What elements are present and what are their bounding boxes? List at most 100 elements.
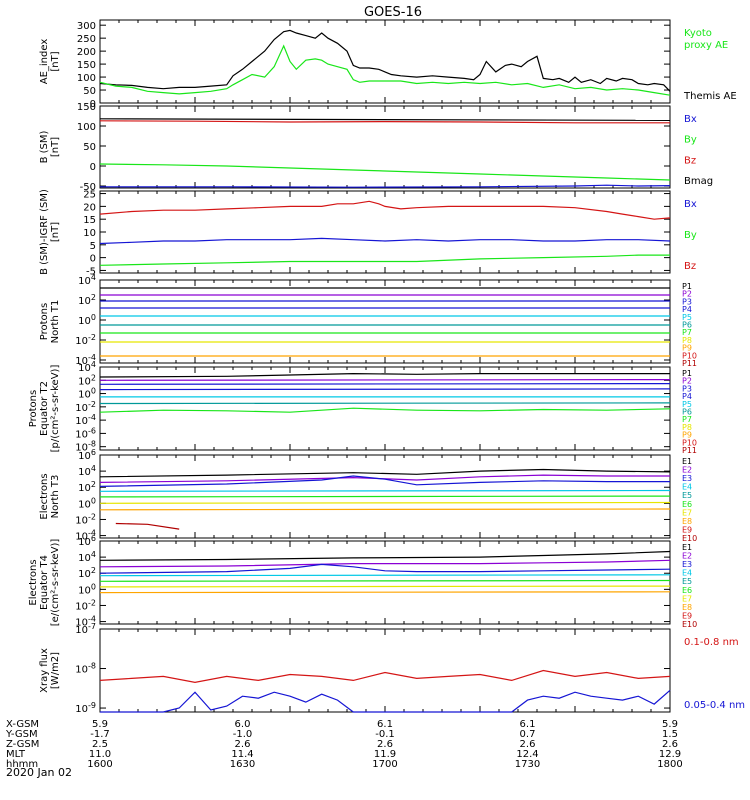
y-tick-label: 100: [78, 582, 96, 596]
series-line-e2: [99, 474, 670, 483]
legend-item: E2: [682, 552, 692, 561]
legend-item: P7: [682, 328, 692, 337]
legend-item: E8: [682, 517, 692, 526]
ephemeris-label: MLT: [6, 749, 26, 760]
y-tick-label: 106: [78, 534, 96, 548]
series-line-e6: [99, 501, 671, 504]
legend-item: E1: [682, 457, 692, 466]
ephemeris-value: 2.6: [520, 739, 536, 750]
legend-item: 0.1-0.8 nm: [684, 637, 739, 648]
legend-item: proxy AE: [684, 40, 728, 51]
y-axis-label: Protons: [39, 303, 50, 340]
series-line-e4: [99, 489, 671, 492]
legend-item: P9: [682, 344, 692, 353]
date-label: 2020 Jan 02: [6, 766, 72, 779]
ephemeris-value: 12.9: [659, 749, 681, 760]
y-tick-label: 10-6: [75, 426, 96, 440]
ephemeris-value: 12.4: [516, 749, 538, 760]
series-line-by: [99, 163, 671, 181]
ephemeris-value: 1600: [87, 759, 112, 770]
y-tick-label: 25: [83, 190, 96, 201]
series-line-0-05-0-4-nm: [100, 689, 671, 713]
y-tick-label: 102: [78, 293, 96, 307]
y-axis-label: North T3: [50, 475, 61, 519]
ephemeris-value: 6.0: [235, 719, 251, 730]
legend-item: E9: [682, 611, 692, 620]
legend-item: P9: [682, 431, 692, 440]
panel-frame: [99, 628, 671, 713]
y-tick-label: 10-7: [75, 622, 96, 636]
y-tick-label: 100: [78, 496, 96, 510]
y-axis-label: Equator T4: [39, 555, 50, 610]
y-axis-label: B (SM): [39, 130, 50, 163]
legend-item: E2: [682, 466, 692, 475]
panel-frame: [99, 279, 671, 364]
legend-item: Bx: [684, 114, 697, 125]
y-axis-label: Xray flux: [39, 648, 50, 693]
series-line-e6: [99, 585, 671, 588]
legend-item: E8: [682, 603, 692, 612]
ephemeris-value: 1800: [657, 759, 682, 770]
ephemeris-label: X-GSM: [6, 719, 39, 730]
legend-item: Bz: [684, 261, 696, 272]
y-tick-label: 0: [90, 254, 96, 265]
legend-item: E4: [682, 569, 692, 578]
legend-item: P10: [682, 438, 697, 447]
series-line-kyoto-proxy-ae: [99, 44, 671, 96]
y-axis-label: B (SM)-IGRF (SM): [39, 189, 50, 275]
legend-item: E7: [682, 594, 692, 603]
ephemeris-value: 2.6: [377, 739, 393, 750]
ephemeris-value: 1730: [515, 759, 540, 770]
y-tick-label: 20: [83, 202, 96, 213]
panel-1: 150 100 50 0 -50 B (SM) [nT] Bx By Bz Bmag: [39, 102, 713, 193]
y-tick-label: 5: [90, 241, 96, 252]
y-tick-label: -50: [80, 182, 96, 193]
series-line-0-1-0-8-nm: [99, 669, 671, 684]
legend-item: E1: [682, 543, 692, 552]
panel-0: 300 250 200 150 100 50 0 AE_index [nT] Kyotoproxy…: [39, 19, 737, 110]
ephemeris-value: -1.0: [233, 729, 253, 740]
y-tick-label: 150: [77, 60, 96, 71]
series-line-p3: [99, 383, 671, 385]
ephemeris-value: -1.7: [90, 729, 110, 740]
series-line-p1: [99, 372, 670, 378]
legend-item: E4: [682, 483, 692, 492]
y-axis-label: [e/(cm²-s-sr-keV)]: [50, 539, 61, 627]
series-line-e5: [99, 495, 671, 498]
y-tick-label: 106: [78, 448, 96, 462]
panel-7: 10-7 10-8 10-9 Xray flux [W/m2] 0.1-0.8 nm 0.0…: [39, 622, 745, 715]
ephemeris-label: Y-GSM: [5, 729, 38, 740]
y-tick-label: 50: [83, 142, 96, 153]
y-tick-label: 102: [78, 480, 96, 494]
y-axis-label: AE_index: [39, 39, 50, 85]
legend-item: Themis AE: [683, 91, 737, 102]
legend-item: P5: [682, 313, 692, 322]
legend-item: P11: [682, 446, 697, 455]
series-line-bx: [100, 184, 671, 188]
y-tick-label: 10-8: [75, 662, 96, 676]
y-tick-label: 300: [77, 21, 96, 32]
series-line-themis-ae: [99, 29, 671, 92]
series-line-p2: [99, 379, 671, 381]
y-tick-label: 104: [78, 360, 96, 374]
y-tick-label: 100: [77, 122, 96, 133]
ephemeris-value: 2.5: [92, 739, 108, 750]
y-tick-label: 250: [77, 34, 96, 45]
y-tick-label: 0: [90, 162, 96, 173]
legend-item: P8: [682, 423, 692, 432]
ephemeris-label: hhmm: [6, 759, 38, 770]
y-axis-label: Electrons: [39, 473, 50, 519]
y-tick-label: 10-9: [75, 701, 96, 715]
series-line-bx: [99, 237, 671, 245]
legend-item: P6: [682, 408, 692, 417]
legend-item: E7: [682, 508, 692, 517]
ephemeris-value: 5.9: [662, 719, 678, 730]
y-tick-label: 104: [78, 464, 96, 478]
y-tick-label: 50: [83, 86, 96, 97]
legend-item: P3: [682, 297, 692, 306]
